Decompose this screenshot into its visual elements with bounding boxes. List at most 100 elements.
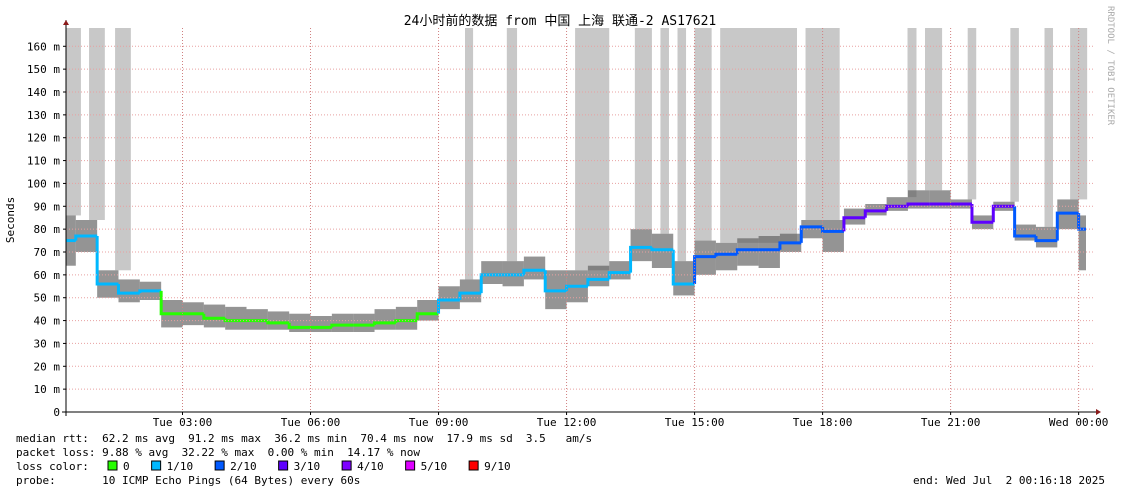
legend-label: 3/10 [294, 460, 321, 473]
legend-title: loss color: [16, 460, 89, 473]
median-line [863, 209, 887, 218]
y-tick-label: 20 m [34, 360, 61, 373]
x-tick-label: Tue 12:00 [537, 416, 597, 429]
median-line [95, 236, 119, 286]
legend-label: 2/10 [230, 460, 257, 473]
grid [66, 28, 1094, 413]
loss-period [925, 28, 943, 191]
x-tick-label: Tue 06:00 [281, 416, 341, 429]
smoke [438, 286, 460, 310]
median-line [1055, 211, 1079, 241]
smoke [374, 309, 396, 330]
legend-label: 1/10 [167, 460, 194, 473]
x-tick-label: Wed 00:00 [1049, 416, 1109, 429]
smoke [523, 256, 546, 280]
loss-period [694, 28, 712, 241]
legend-label: 4/10 [357, 460, 384, 473]
legend-label: 0 [123, 460, 130, 473]
arrow [63, 20, 69, 25]
loss-period [1044, 28, 1054, 227]
stats-line: median rtt: 62.2 ms avg 91.2 ms max 36.2… [16, 432, 592, 445]
x-tick-label: Tue 09:00 [409, 416, 469, 429]
y-tick-label: 140 m [27, 86, 60, 99]
loss-period [967, 28, 977, 200]
smoke [289, 313, 311, 332]
median-line [1013, 206, 1036, 238]
probe: probe: 10 ICMP Echo Pings (64 Bytes) eve… [16, 474, 360, 487]
loss-period [575, 28, 610, 271]
y-tick-label: 110 m [27, 155, 60, 168]
loss-period [907, 28, 917, 198]
smoke [715, 242, 738, 271]
median-line [266, 320, 290, 325]
chart-title: 24小时前的数据 from 中国 上海 联通-2 AS17621 [404, 13, 717, 29]
y-tick-label: 70 m [34, 246, 61, 259]
median-line [607, 271, 631, 280]
smoke [353, 313, 375, 332]
y-tick-label: 90 m [34, 200, 61, 213]
median-line [202, 313, 226, 320]
median-line [821, 226, 844, 233]
x-tick-label: Tue 15:00 [665, 416, 725, 429]
smoke [310, 316, 332, 332]
median-line [970, 204, 994, 224]
y-tick-label: 10 m [34, 383, 61, 396]
legend-swatch [214, 460, 225, 471]
median-line [1034, 236, 1058, 243]
legend-swatch [278, 460, 289, 471]
y-tick-label: 60 m [34, 269, 61, 282]
legend-swatch [341, 460, 352, 471]
smoke [417, 300, 439, 321]
smoke [203, 304, 226, 328]
median-line [415, 312, 439, 321]
loss-period [720, 28, 797, 243]
smoke [331, 313, 354, 332]
median-line [116, 284, 140, 295]
median-line [778, 241, 802, 250]
y-tick-label: 120 m [27, 132, 60, 145]
median-line [522, 268, 546, 275]
y-tick-label: 160 m [27, 40, 60, 53]
smoke [886, 197, 908, 211]
smoke [1014, 224, 1036, 241]
y-tick-label: 40 m [34, 315, 61, 328]
loss-period [506, 28, 518, 262]
median-line [159, 290, 183, 316]
smoke [609, 261, 631, 280]
legend-swatch [107, 460, 118, 471]
loss-period [115, 28, 131, 271]
loss-period [89, 28, 105, 220]
loss-period [677, 28, 687, 262]
median-line [437, 298, 460, 314]
x-tick-label: Tue 03:00 [153, 416, 213, 429]
smoke [481, 261, 503, 284]
loss-period [464, 28, 474, 280]
smoke [118, 279, 140, 303]
y-tick-label: 150 m [27, 63, 60, 76]
median-line [586, 277, 610, 287]
loss-period [634, 28, 652, 230]
legend-swatch [405, 460, 416, 471]
median-line [543, 270, 567, 293]
median-line [629, 245, 652, 273]
median-line [373, 321, 396, 326]
legend-swatch [468, 460, 479, 471]
y-tick-label: 80 m [34, 223, 61, 236]
smoke [1078, 215, 1086, 271]
median-line [287, 322, 311, 329]
smoke [758, 236, 780, 268]
median-line [671, 249, 695, 286]
y-tick-label: 0 [53, 406, 60, 419]
legend-label: 5/10 [421, 460, 448, 473]
median-line [906, 202, 930, 207]
smoke [801, 220, 823, 239]
median-line [394, 319, 418, 323]
median-line [714, 252, 738, 257]
loss-period [660, 28, 669, 234]
smoke [225, 306, 247, 330]
smoke [395, 306, 418, 330]
plot-data [66, 28, 1088, 332]
end-time: end: Wed Jul 2 00:16:18 2025 [913, 474, 1105, 487]
loss-period [66, 28, 81, 216]
